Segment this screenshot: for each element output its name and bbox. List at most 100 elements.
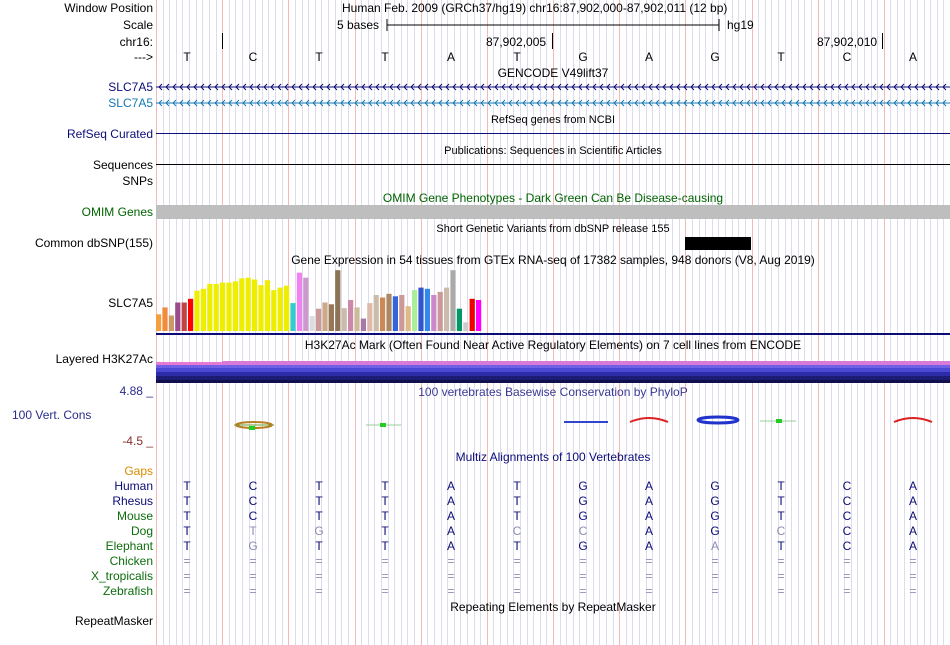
alignment-base: A	[908, 494, 917, 508]
snps-label[interactable]: SNPs	[122, 174, 153, 188]
alignment-base: G	[578, 494, 588, 508]
gtex-tissue-bar	[424, 288, 430, 331]
alignment-base: A	[446, 479, 455, 493]
gtex-tissue-bar	[252, 279, 258, 331]
coord-tick	[552, 33, 553, 49]
sequence-base: C	[842, 50, 852, 64]
alignment-base: T	[777, 539, 785, 553]
gtex-tissue-bar	[456, 308, 462, 331]
gencode-gene-label-2[interactable]: SLC7A5	[108, 96, 153, 110]
alignment-base: =	[711, 569, 719, 583]
species-label[interactable]: Dog	[130, 524, 153, 538]
refseq-label[interactable]: RefSeq Curated	[66, 127, 153, 141]
dbsnp-variant[interactable]	[685, 237, 751, 250]
omim-gene-bar[interactable]	[156, 205, 950, 219]
gtex-tissue-bar	[373, 295, 379, 331]
sequences-label[interactable]: Sequences	[92, 158, 153, 172]
sequence-base: T	[315, 50, 323, 64]
gtex-tissue-bar	[380, 297, 386, 331]
alignment-base: =	[909, 569, 917, 583]
gtex-tissue-bar	[290, 303, 296, 331]
alignment-base: =	[381, 554, 389, 568]
species-label[interactable]: X_tropicalis	[90, 569, 153, 583]
sequence-base: T	[777, 50, 785, 64]
alignment-base: =	[777, 584, 785, 598]
species-label[interactable]: Human	[114, 479, 153, 493]
gtex-tissue-bar	[367, 303, 373, 331]
publications-title: Publications: Sequences in Scientific Ar…	[444, 145, 662, 157]
alignment-base: =	[711, 554, 719, 568]
alignment-base: A	[644, 509, 653, 523]
alignment-base: T	[381, 479, 389, 493]
alignment-base: C	[248, 494, 258, 508]
sequences-line[interactable]	[156, 164, 950, 165]
species-label[interactable]: Elephant	[105, 539, 153, 553]
sequence-base: G	[578, 50, 588, 64]
gencode-gene-label-1[interactable]: SLC7A5	[108, 80, 153, 94]
h3k27ac-label[interactable]: Layered H3K27Ac	[55, 352, 153, 366]
alignment-base: =	[183, 584, 191, 598]
gtex-tissue-bar	[156, 314, 162, 331]
phylop-label[interactable]: 100 Vert. Cons	[12, 408, 92, 422]
gencode-gene-2[interactable]	[156, 97, 950, 109]
alignment-base: T	[513, 539, 521, 553]
h3k27ac-layered-signal[interactable]	[156, 361, 950, 383]
alignment-base: T	[513, 479, 521, 493]
alignment-base: =	[711, 584, 719, 598]
omim-label[interactable]: OMIM Genes	[81, 205, 153, 219]
alignment-base: G	[710, 494, 720, 508]
alignment-base: A	[908, 479, 917, 493]
sequence-base: G	[710, 50, 720, 64]
alignment-base: =	[183, 569, 191, 583]
repeatmasker-label[interactable]: RepeatMasker	[74, 614, 153, 628]
gtex-tissue-bar	[213, 283, 219, 331]
alignment-base: A	[644, 494, 653, 508]
alignment-base: =	[249, 569, 257, 583]
alignment-base: G	[710, 479, 720, 493]
alignment-base: A	[644, 524, 653, 538]
alignment-base: G	[710, 509, 720, 523]
alignment-base: =	[843, 584, 851, 598]
species-label[interactable]: Chicken	[109, 554, 153, 568]
alignment-base: C	[248, 509, 258, 523]
alignment-base: G	[710, 524, 720, 538]
alignment-base: A	[908, 524, 917, 538]
dbsnp-label[interactable]: Common dbSNP(155)	[34, 236, 153, 250]
refseq-gene-line[interactable]	[156, 133, 950, 134]
alignment-base: =	[381, 569, 389, 583]
gaps-label[interactable]: Gaps	[124, 464, 153, 478]
phylop-signal[interactable]	[156, 412, 950, 432]
alignment-base: T	[777, 494, 785, 508]
alignment-base: =	[579, 554, 587, 568]
alignment-base: G	[248, 539, 258, 553]
gtex-divider	[156, 333, 950, 335]
alignment-base: =	[909, 554, 917, 568]
alignment-base: T	[183, 509, 191, 523]
gtex-tissue-bar	[341, 308, 347, 331]
alignment-base: =	[447, 569, 455, 583]
alignment-base: C	[776, 524, 786, 538]
alignment-base: G	[314, 524, 324, 538]
species-label[interactable]: Mouse	[116, 509, 153, 523]
alignment-base: C	[842, 509, 852, 523]
alignment-base: G	[578, 539, 588, 553]
alignment-base: =	[513, 584, 521, 598]
window-position-value: Human Feb. 2009 (GRCh37/hg19) chr16:87,9…	[342, 1, 728, 15]
alignment-base: T	[513, 494, 521, 508]
gtex-tissue-bar	[175, 302, 181, 331]
gencode-gene-1[interactable]	[156, 81, 950, 93]
gtex-tissue-bar	[437, 291, 443, 331]
alignment-base: T	[381, 494, 389, 508]
alignment-base: T	[777, 509, 785, 523]
gtex-bar-chart[interactable]	[156, 266, 536, 332]
gtex-label[interactable]: SLC7A5	[108, 296, 153, 310]
alignment-base: =	[645, 554, 653, 568]
gtex-tissue-bar	[392, 296, 398, 331]
species-label[interactable]: Zebrafish	[102, 584, 153, 598]
omim-title: OMIM Gene Phenotypes - Dark Green Can Be…	[382, 191, 724, 205]
gtex-tissue-bar	[476, 300, 482, 331]
gtex-tissue-bar	[303, 277, 309, 331]
alignment-base: =	[513, 569, 521, 583]
species-label[interactable]: Rhesus	[112, 494, 153, 508]
gtex-tissue-bar	[181, 302, 187, 331]
